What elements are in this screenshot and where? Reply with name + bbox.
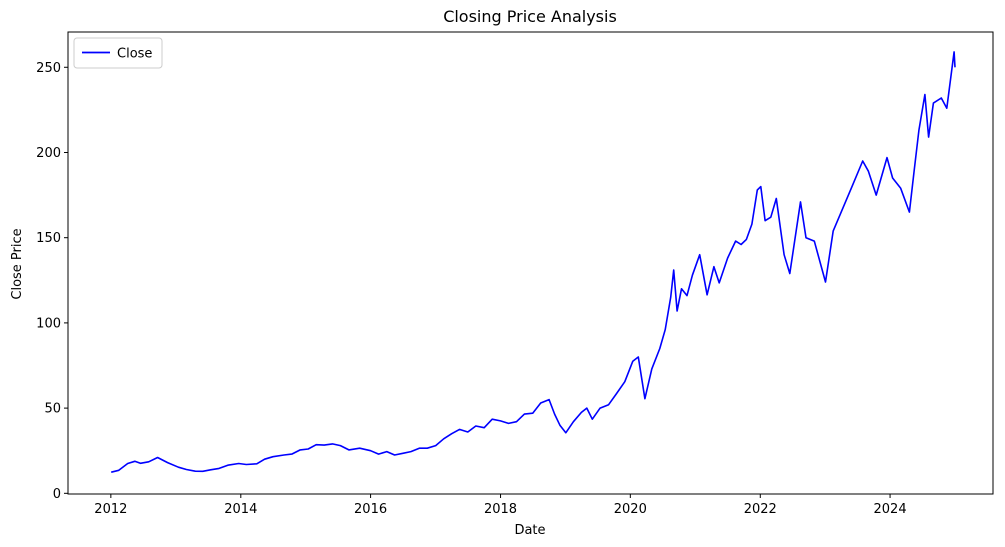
x-tick-label-2014: 2014: [224, 502, 257, 517]
y-tick-label-200: 200: [36, 146, 61, 161]
y-tick-label-250: 250: [36, 61, 61, 76]
legend-label-close: Close: [117, 47, 152, 62]
y-tick-label-150: 150: [36, 231, 61, 246]
y-tick-label-50: 50: [44, 402, 61, 417]
axes-frame: [67, 31, 994, 495]
x-tick-label-2024: 2024: [874, 502, 907, 517]
y-tick-label-0: 0: [53, 487, 61, 502]
plot-area: 2012 2014 2016 2018 2020 2022 2024 0 50 100 150 200…: [36, 31, 994, 517]
x-axis-label: Date: [514, 523, 545, 538]
y-axis-label: Close Price: [10, 228, 25, 299]
chart-title: Closing Price Analysis: [443, 7, 617, 26]
x-tick-label-2012: 2012: [94, 502, 127, 517]
x-tick-label-2022: 2022: [744, 502, 777, 517]
x-tick-label-2018: 2018: [484, 502, 517, 517]
x-tick-label-2016: 2016: [354, 502, 387, 517]
legend: Close: [73, 37, 163, 69]
y-tick-label-100: 100: [36, 316, 61, 331]
series-line-close: [111, 51, 956, 473]
x-tick-label-2020: 2020: [614, 502, 647, 517]
legend-box: [73, 37, 163, 69]
